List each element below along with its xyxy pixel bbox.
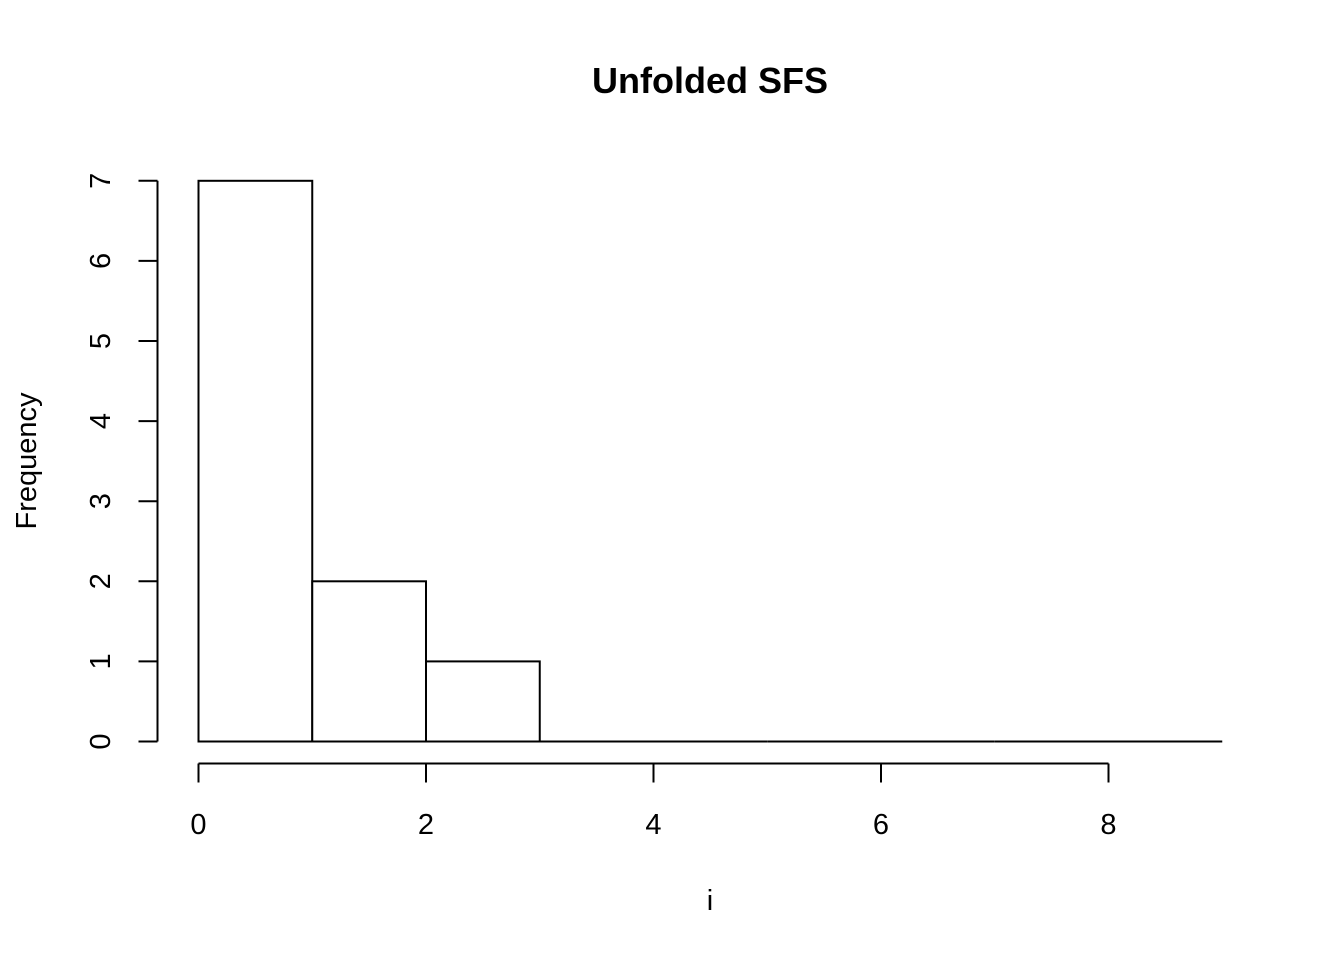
histogram-bar [197,179,314,743]
y-tick-label: 3 [85,493,117,509]
x-tick-label: 2 [418,809,434,841]
y-axis: 0 1 2 3 4 5 6 7 [85,173,159,750]
chart-title: Unfolded SFS [592,60,828,101]
y-tick-label: 2 [85,573,117,589]
y-tick-label: 0 [85,733,117,749]
x-axis-label: i [707,885,713,917]
x-tick-label: 0 [190,809,206,841]
x-tick-label: 4 [645,809,661,841]
histogram-bar [425,660,541,743]
x-tick-label: 8 [1100,809,1116,841]
x-axis: 0 2 4 6 8 [190,762,1117,841]
y-tick-label: 5 [85,333,117,349]
x-tick-label: 6 [873,809,889,841]
y-axis-label: Frequency [11,392,43,530]
y-tick-label: 4 [85,413,117,429]
bars-group [197,179,1223,743]
histogram-bar [311,580,427,743]
y-tick-label: 6 [85,253,117,269]
y-tick-label: 7 [85,173,117,189]
y-tick-label: 1 [85,653,117,669]
